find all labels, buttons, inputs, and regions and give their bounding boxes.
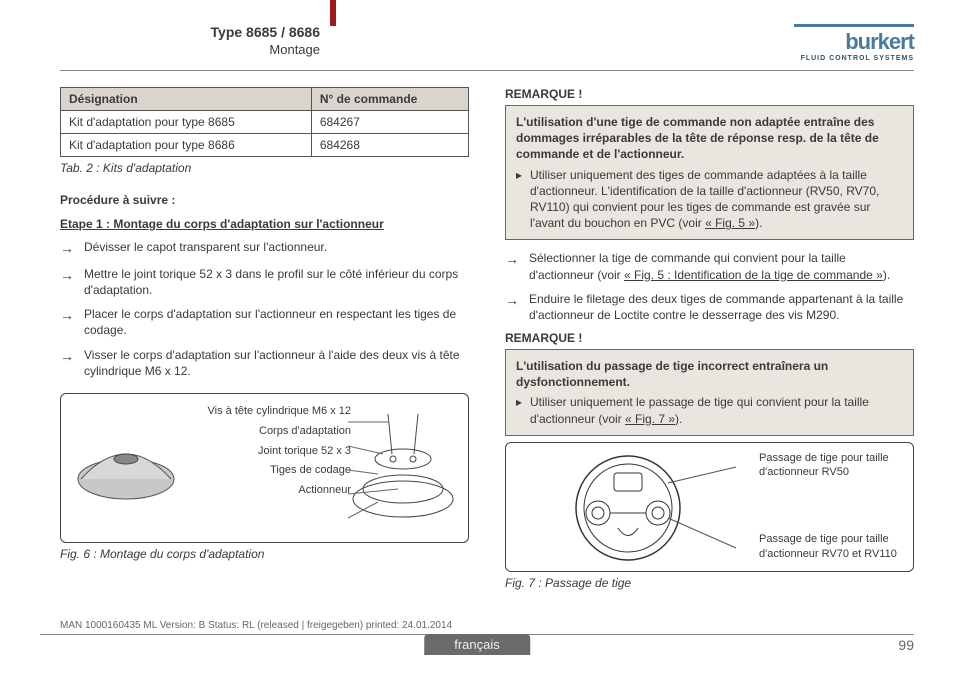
figure-7-caption: Fig. 7 : Passage de tige xyxy=(505,576,914,590)
step-text: Sélectionner la tige de commande qui con… xyxy=(529,250,914,282)
step1-heading: Etape 1 : Montage du corps d'adaptation … xyxy=(60,217,469,231)
procedure-step: → Enduire le filetage des deux tiges de … xyxy=(505,291,914,323)
header-subtitle: Montage xyxy=(60,42,320,57)
table-row: Kit d'adaptation pour type 8686 684268 xyxy=(61,134,469,157)
fig7-label-top: Passage de tige pour taille d'actionneur… xyxy=(759,451,899,480)
figure-6-box: Vis à tête cylindrique M6 x 12 Corps d'a… xyxy=(60,393,469,543)
triangle-bullet-icon: ▸ xyxy=(516,394,530,426)
table-header-row: Désignation N° de commande xyxy=(61,88,469,111)
text-part: ). xyxy=(883,268,890,282)
notice-bullet: ▸ Utiliser uniquement des tiges de comma… xyxy=(516,167,903,232)
fig6-label: Tiges de codage xyxy=(181,461,351,481)
notice-text-part: ). xyxy=(755,216,762,230)
table-cell: 684268 xyxy=(311,134,468,157)
right-column: REMARQUE ! L'utilisation d'une tige de c… xyxy=(505,87,914,590)
fig6-left-illustration xyxy=(71,424,181,514)
procedure-step: → Mettre le joint torique 52 x 3 dans le… xyxy=(60,266,469,298)
triangle-bullet-icon: ▸ xyxy=(516,167,530,232)
procedure-heading: Procédure à suivre : xyxy=(60,193,469,207)
notice-bullet-text: Utiliser uniquement le passage de tige q… xyxy=(530,394,903,426)
page-number: 99 xyxy=(898,637,914,653)
notice-box-2: L'utilisation du passage de tige incorre… xyxy=(505,349,914,436)
table-caption: Tab. 2 : Kits d'adaptation xyxy=(60,161,469,175)
fig6-label-column: Vis à tête cylindrique M6 x 12 Corps d'a… xyxy=(181,402,351,501)
figure-6-caption: Fig. 6 : Montage du corps d'adaptation xyxy=(60,547,469,561)
notice-text-part: ). xyxy=(675,412,682,426)
arrow-icon: → xyxy=(505,250,529,282)
procedure-step: → Dévisser le capot transparent sur l'ac… xyxy=(60,239,469,258)
step-text: Placer le corps d'adaptation sur l'actio… xyxy=(84,306,469,338)
logo-tagline: FLUID CONTROL SYSTEMS xyxy=(794,55,914,62)
fig6-label: Vis à tête cylindrique M6 x 12 xyxy=(181,402,351,422)
logo-bar xyxy=(794,24,914,27)
notice-heading: REMARQUE ! xyxy=(505,87,914,101)
inline-link: « Fig. 5 : Identification de la tige de … xyxy=(624,268,883,282)
table-header-designation: Désignation xyxy=(61,88,312,111)
page-header: Type 8685 / 8686 Montage burkert FLUID C… xyxy=(60,24,914,71)
notice-text-part: Utiliser uniquement le passage de tige q… xyxy=(530,395,869,425)
fig6-right-illustration xyxy=(348,404,458,524)
fig6-label: Actionneur xyxy=(181,481,351,501)
table-cell: Kit d'adaptation pour type 8686 xyxy=(61,134,312,157)
table-cell: 684267 xyxy=(311,111,468,134)
notice-link: « Fig. 7 » xyxy=(625,412,675,426)
brand-logo: burkert FLUID CONTROL SYSTEMS xyxy=(794,24,914,62)
step-text: Dévisser le capot transparent sur l'acti… xyxy=(84,239,327,258)
page-content: Type 8685 / 8686 Montage burkert FLUID C… xyxy=(0,0,954,610)
notice-heading: REMARQUE ! xyxy=(505,331,914,345)
footer-meta: MAN 1000160435 ML Version: B Status: RL … xyxy=(60,620,914,631)
notice-link: « Fig. 5 » xyxy=(705,216,755,230)
fig6-label: Corps d'adaptation xyxy=(181,422,351,442)
arrow-icon: → xyxy=(60,347,84,379)
notice-bullet: ▸ Utiliser uniquement le passage de tige… xyxy=(516,394,903,426)
fig7-illustration xyxy=(518,453,738,563)
table-cell: Kit d'adaptation pour type 8685 xyxy=(61,111,312,134)
left-column: Désignation N° de commande Kit d'adaptat… xyxy=(60,87,469,590)
figure-7-box: Passage de tige pour taille d'actionneur… xyxy=(505,442,914,572)
step-text: Mettre le joint torique 52 x 3 dans le p… xyxy=(84,266,469,298)
arrow-icon: → xyxy=(60,306,84,338)
two-column-layout: Désignation N° de commande Kit d'adaptat… xyxy=(60,87,914,590)
table-row: Kit d'adaptation pour type 8685 684267 xyxy=(61,111,469,134)
procedure-step: → Sélectionner la tige de commande qui c… xyxy=(505,250,914,282)
table-header-order: N° de commande xyxy=(311,88,468,111)
fig7-label-bottom: Passage de tige pour taille d'actionneur… xyxy=(759,532,899,561)
step-text: Enduire le filetage des deux tiges de co… xyxy=(529,291,914,323)
arrow-icon: → xyxy=(505,291,529,323)
language-tab: français xyxy=(424,634,530,655)
adaptation-kit-table: Désignation N° de commande Kit d'adaptat… xyxy=(60,87,469,157)
notice-bold-text: L'utilisation d'une tige de commande non… xyxy=(516,114,903,163)
step-text: Visser le corps d'adaptation sur l'actio… xyxy=(84,347,469,379)
notice-bullet-text: Utiliser uniquement des tiges de command… xyxy=(530,167,903,232)
top-red-marker xyxy=(330,0,336,26)
arrow-icon: → xyxy=(60,239,84,258)
notice-box-1: L'utilisation d'une tige de commande non… xyxy=(505,105,914,240)
arrow-icon: → xyxy=(60,266,84,298)
logo-text: burkert xyxy=(794,29,914,55)
procedure-step: → Visser le corps d'adaptation sur l'act… xyxy=(60,347,469,379)
fig6-label: Joint torique 52 x 3 xyxy=(181,442,351,462)
procedure-step: → Placer le corps d'adaptation sur l'act… xyxy=(60,306,469,338)
notice-bold-text: L'utilisation du passage de tige incorre… xyxy=(516,358,903,390)
type-line: Type 8685 / 8686 xyxy=(60,24,320,40)
header-left: Type 8685 / 8686 Montage xyxy=(60,24,320,57)
